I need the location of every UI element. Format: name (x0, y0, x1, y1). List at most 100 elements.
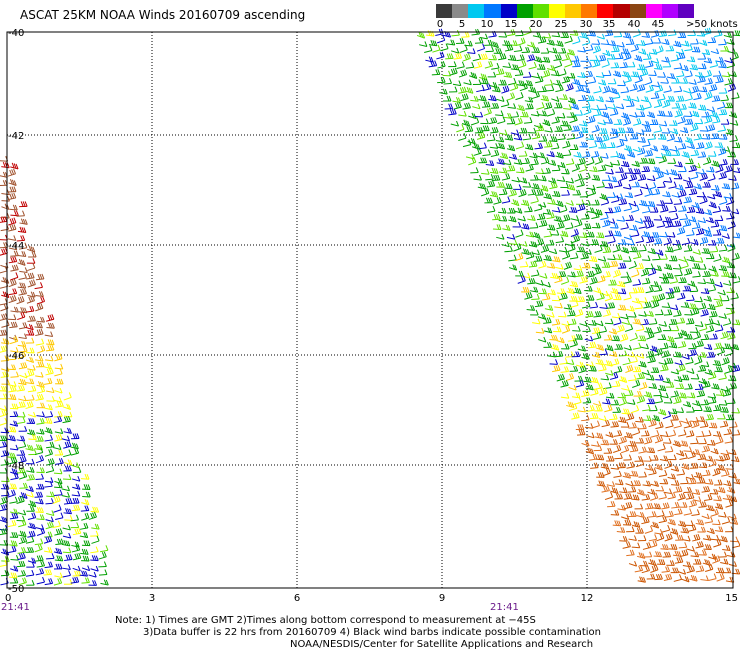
wind-barb (708, 397, 717, 404)
wind-barb (10, 565, 19, 572)
wind-barb (610, 62, 620, 69)
wind-barb (693, 558, 702, 565)
wind-barb (604, 182, 614, 189)
wind-barb (90, 530, 99, 537)
wind-barb (704, 455, 714, 462)
wind-barb (616, 139, 625, 148)
wind-barb (521, 248, 530, 255)
wind-barb (644, 464, 654, 471)
wind-barb (586, 404, 595, 412)
wind-barb (606, 481, 615, 487)
wind-barb (25, 329, 35, 336)
wind-barb (571, 351, 581, 358)
wind-barb (591, 174, 601, 181)
wind-barb (62, 524, 71, 531)
lat-label: -44 (8, 241, 24, 252)
wind-barb (655, 152, 664, 159)
wind-barb (26, 458, 35, 465)
wind-barb (628, 311, 637, 318)
wind-barb (571, 125, 580, 132)
wind-barb (575, 379, 585, 388)
wind-barb (710, 111, 719, 118)
wind-barb (662, 99, 671, 109)
wind-barb (684, 70, 693, 78)
wind-barb (725, 128, 734, 136)
wind-barb (707, 173, 716, 182)
wind-barb (26, 579, 35, 586)
wind-barb (699, 125, 709, 132)
wind-barb (723, 31, 733, 39)
wind-barb (462, 139, 472, 148)
wind-barb (641, 369, 650, 376)
wind-barb (456, 61, 465, 70)
wind-barb (591, 124, 600, 133)
wind-barb (614, 193, 624, 200)
wind-barb (692, 271, 701, 278)
wind-barb (705, 413, 715, 421)
wind-barb (26, 418, 36, 424)
wind-barb (526, 304, 536, 311)
wind-barb (694, 257, 704, 263)
wind-barb (44, 477, 54, 483)
wind-barb (703, 230, 713, 237)
wind-barb (650, 367, 660, 373)
wind-barb (7, 354, 17, 361)
wind-barb (582, 101, 591, 109)
wind-barb (46, 491, 55, 498)
wind-barb (436, 51, 445, 60)
wind-barb (548, 177, 557, 184)
wind-barb (25, 485, 34, 493)
map-title: ASCAT 25KM NOAA Winds 20160709 ascending (20, 8, 306, 22)
wind-barb (688, 303, 697, 310)
wind-barb (579, 320, 588, 327)
wind-barb (640, 343, 649, 350)
wind-barb (445, 53, 454, 60)
wind-barb (458, 69, 468, 78)
wind-barb (426, 30, 435, 37)
wind-barb (647, 355, 656, 364)
wind-barb (663, 397, 673, 404)
wind-barb (567, 97, 577, 105)
wind-barb (540, 184, 549, 192)
wind-barb (680, 418, 689, 424)
wind-barb (589, 255, 598, 263)
wind-barb (628, 422, 637, 429)
wind-barb (682, 285, 692, 292)
wind-barb (615, 479, 624, 486)
wind-barb (53, 396, 62, 403)
wind-barb (695, 565, 705, 573)
wind-barb (9, 456, 18, 465)
wind-barb (538, 175, 547, 182)
wind-barb (573, 264, 583, 271)
wind-barb (10, 472, 19, 481)
wind-barb (7, 186, 17, 193)
legend-labels: 0 5 10 15 20 25 30 35 40 45 >50 knots (436, 18, 738, 32)
wind-barb (481, 125, 490, 132)
wind-barb (456, 124, 465, 133)
wind-barb (623, 292, 632, 301)
wind-barb (644, 502, 654, 510)
wind-barb (524, 206, 533, 213)
wind-barb (566, 48, 576, 56)
wind-barb (98, 551, 107, 560)
wind-barb (605, 344, 614, 352)
wind-barb (697, 151, 707, 158)
wind-barb (7, 168, 16, 177)
wind-barb (702, 469, 711, 477)
wind-barb (678, 189, 687, 198)
wind-barb (624, 501, 633, 510)
wind-barb (691, 307, 700, 316)
wind-barb (527, 277, 536, 285)
wind-barb (25, 356, 35, 363)
wind-barb (655, 485, 665, 492)
legend-label: >50 knots (686, 19, 738, 30)
wind-barb (661, 277, 670, 284)
wind-barb (88, 580, 98, 586)
wind-barb (1, 476, 10, 483)
wind-barb (567, 183, 576, 191)
wind-barb (600, 197, 610, 206)
wind-barb (527, 188, 537, 196)
wind-barb (711, 383, 720, 390)
wind-barb (692, 249, 701, 255)
wind-barb (499, 152, 509, 160)
